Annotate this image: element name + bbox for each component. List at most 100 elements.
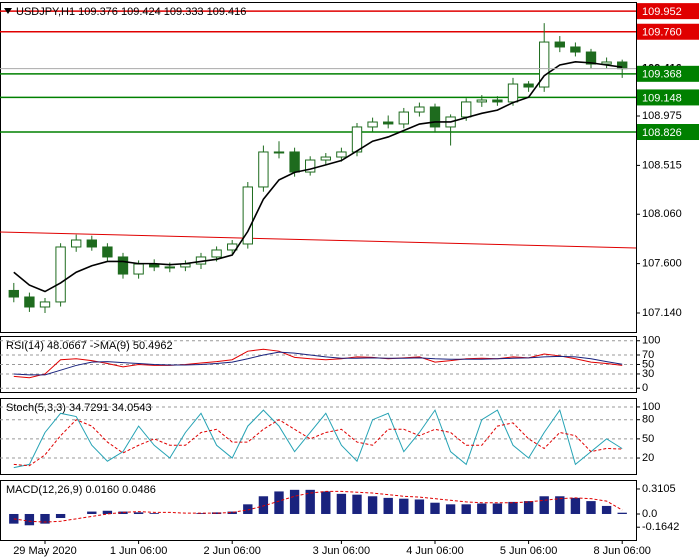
panel-title: MACD(12,26,9) 0.0160 0.0486 — [6, 484, 156, 496]
macd-bar — [586, 501, 596, 514]
y-tick-label: 80 — [642, 414, 654, 426]
level-label-box — [637, 65, 699, 82]
candle-body — [211, 249, 222, 258]
y-tick-label: 20 — [642, 452, 654, 464]
candle-body — [585, 51, 597, 65]
x-tick-label: 29 May 2020 — [13, 545, 77, 557]
candle-body — [429, 106, 441, 128]
level-label-box — [637, 23, 699, 40]
y-tick-label: 100 — [642, 335, 660, 347]
panel-frame — [0, 480, 637, 541]
macd-bar — [55, 513, 66, 519]
macd-bar — [9, 513, 19, 524]
candle-body — [507, 83, 519, 103]
macd-bar — [87, 511, 97, 514]
y-tick-label: 108.975 — [642, 110, 682, 122]
candle-body — [570, 46, 581, 53]
candle-body — [39, 301, 51, 308]
macd-bar — [24, 513, 35, 526]
y-tick-label: -0.1642 — [642, 521, 679, 533]
macd-bar — [383, 497, 393, 514]
y-tick-label: 0.3105 — [642, 483, 676, 495]
candle-body — [71, 239, 82, 248]
panel-title: RSI(14) 48.0667 ->MA(9) 50.4962 — [6, 340, 173, 352]
candle-body — [383, 121, 394, 125]
candle-body — [461, 101, 472, 118]
level-label: 108.826 — [642, 127, 682, 139]
candle-body — [492, 99, 503, 103]
indicator-line — [13, 408, 623, 469]
x-tick-label: 2 Jun 06:00 — [203, 545, 261, 557]
trend-line — [0, 231, 637, 249]
macd-bar — [367, 496, 378, 514]
candle-body — [164, 266, 175, 269]
macd-bar — [414, 499, 425, 514]
y-tick-label: 108.060 — [642, 208, 682, 220]
macd-bar — [461, 504, 471, 514]
macd-bar — [289, 489, 300, 514]
macd-bar — [258, 496, 269, 514]
macd-bar — [430, 502, 440, 514]
y-tick-label: 0 — [642, 382, 648, 394]
y-tick-label: 107.140 — [642, 307, 682, 319]
candle-body — [258, 151, 269, 188]
macd-bar — [149, 513, 159, 514]
macd-bar — [570, 497, 581, 514]
candle-body — [133, 263, 144, 275]
candle-body — [24, 296, 35, 308]
macd-bar — [555, 496, 565, 514]
level-label-box — [637, 124, 699, 141]
macd-bar — [227, 511, 237, 514]
level-label: 109.368 — [642, 69, 682, 81]
candle-body — [86, 239, 97, 248]
macd-bar — [133, 512, 144, 514]
y-tick-label: 100 — [642, 401, 660, 413]
macd-bar — [336, 493, 347, 514]
macd-bar — [196, 513, 206, 514]
x-tick-label: 1 Jun 06:00 — [110, 545, 168, 557]
candle-body — [117, 256, 129, 275]
macd-bar — [274, 491, 284, 514]
macd-bar — [399, 498, 409, 514]
macd-bar — [477, 503, 487, 514]
title-arrow — [4, 8, 12, 14]
level-label-box — [637, 89, 699, 106]
macd-bar — [492, 503, 503, 514]
panel-title: USDJPY,H1 109.376 109.424 109.333 109.41… — [16, 6, 246, 18]
macd-bar — [617, 512, 627, 514]
macd-bar — [243, 504, 253, 514]
y-tick-label: 30 — [642, 368, 654, 380]
candle-body — [554, 41, 565, 48]
signal-line — [13, 490, 623, 523]
macd-bar — [601, 505, 612, 514]
x-tick-label: 4 Jun 06:00 — [406, 545, 464, 557]
level-label-box — [637, 3, 699, 20]
candle-body — [617, 61, 628, 70]
candle-body — [336, 151, 347, 158]
candle-body — [305, 159, 316, 173]
x-tick-label: 8 Jun 06:00 — [593, 545, 651, 557]
level-label: 109.952 — [642, 6, 682, 18]
candle-body — [398, 111, 409, 125]
y-tick-label: 0.0 — [642, 508, 657, 520]
x-tick-label: 5 Jun 06:00 — [500, 545, 558, 557]
level-label: 109.760 — [642, 27, 682, 39]
indicator-line — [13, 351, 623, 376]
panel-title: Stoch(5,3,3) 34.7291 34.0543 — [6, 402, 152, 414]
candle-body — [367, 121, 378, 128]
candle-body — [102, 246, 113, 258]
macd-bar — [445, 504, 456, 514]
level-label: 109.148 — [642, 92, 682, 104]
candle-body — [320, 156, 331, 161]
macd-bar — [352, 494, 362, 514]
y-tick-label: 107.600 — [642, 258, 682, 270]
macd-bar — [305, 489, 315, 514]
macd-bar — [508, 501, 518, 514]
candle-body — [539, 41, 550, 88]
x-tick-label: 3 Jun 06:00 — [313, 545, 371, 557]
candle-body — [55, 246, 66, 303]
candle-body — [601, 61, 612, 65]
macd-bar — [523, 501, 534, 514]
